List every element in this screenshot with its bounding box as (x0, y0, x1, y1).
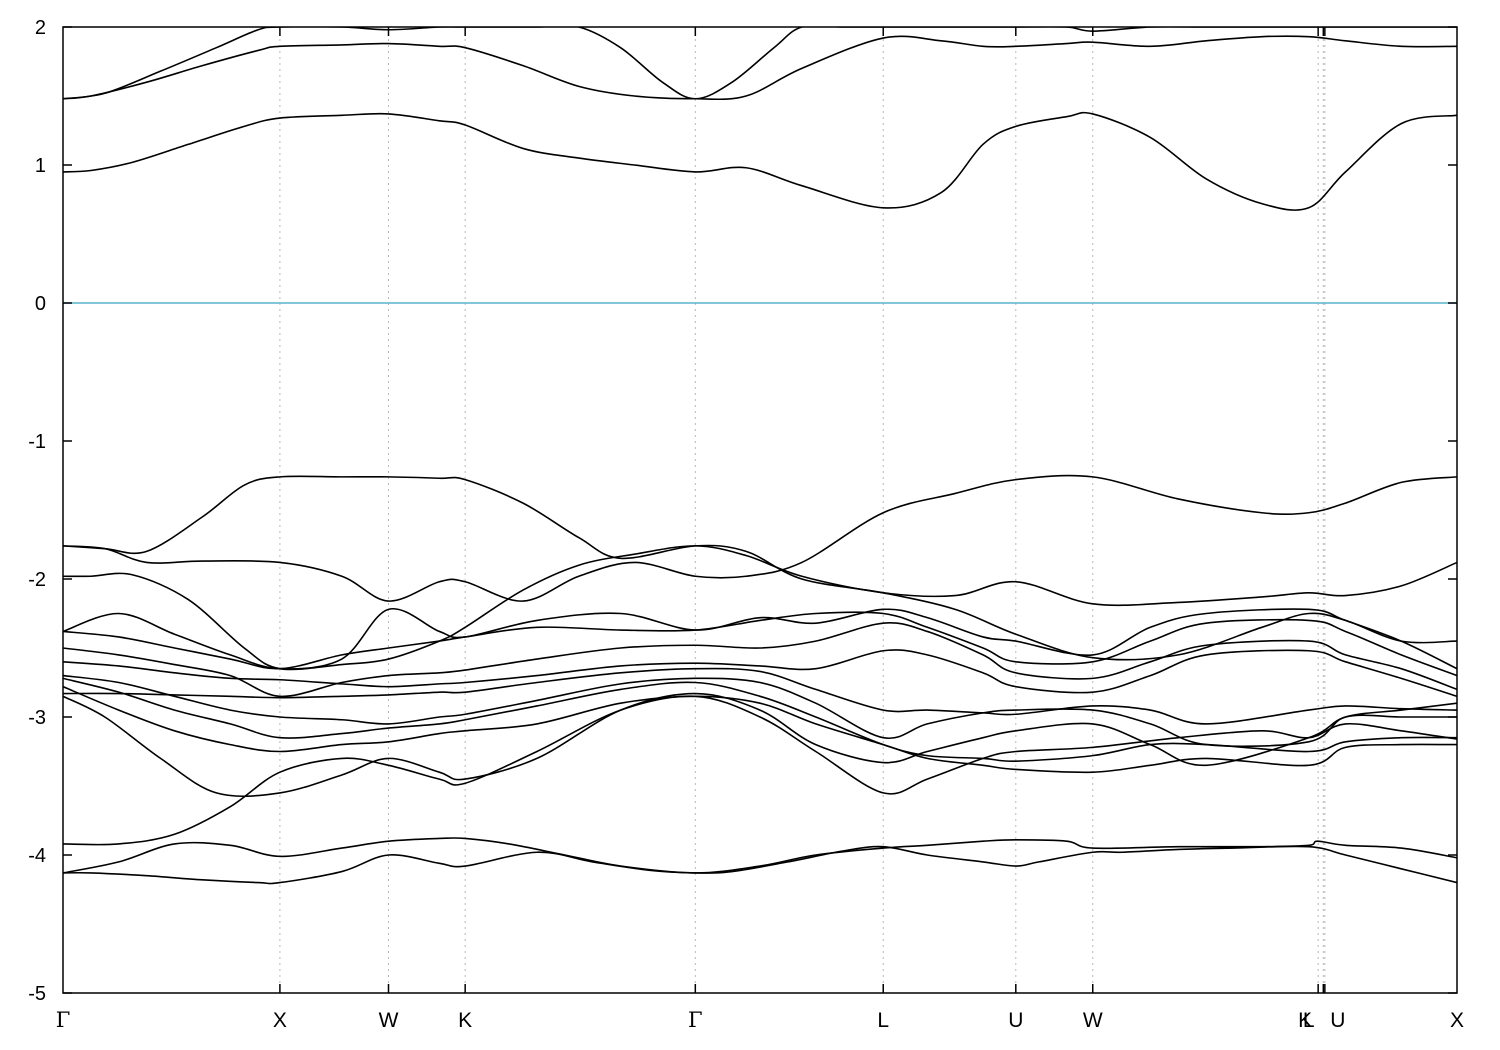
y-tick-label-6: 1 (35, 155, 46, 177)
y-tick-label-7: 2 (35, 17, 46, 39)
band-line-6 (63, 674, 1457, 748)
band-line-9 (63, 622, 1457, 698)
x-tick-label-9: K (1298, 1009, 1312, 1032)
x-tick-label-4: Γ (688, 1008, 703, 1032)
x-tick-label-10: U (1330, 1009, 1345, 1032)
x-tick-label-11: X (1450, 1009, 1464, 1032)
band-line-7 (63, 667, 1457, 725)
x-tick-label-5: L (877, 1009, 889, 1032)
x-tick-label-1: X (273, 1009, 287, 1032)
x-tick-label-6: U (1008, 1009, 1023, 1032)
x-tick-label-0: Γ (56, 1008, 71, 1032)
band-line-3 (63, 692, 1457, 798)
y-tick-label-4: -1 (28, 431, 46, 453)
band-line-14 (63, 475, 1457, 661)
y-tick-label-1: -4 (28, 845, 46, 867)
vertical-grid-lines (279, 27, 1326, 993)
band-line-15 (63, 111, 1457, 211)
y-tick-label-0: -5 (28, 983, 46, 1005)
x-tick-label-2: W (379, 1009, 399, 1032)
x-axis-ticks: Γ X W K Γ L U W LK U X (56, 27, 1464, 1032)
band-line-16 (63, 35, 1457, 101)
band-line-8 (63, 649, 1457, 698)
x-tick-label-7: W (1083, 1009, 1103, 1032)
x-tick-label-3: K (458, 1009, 472, 1032)
band-lines (63, 27, 1457, 885)
y-tick-label-3: -2 (28, 569, 46, 591)
band-line-4 (63, 685, 1457, 774)
band-line-13 (63, 474, 1457, 602)
band-line-2 (63, 695, 1457, 846)
y-tick-label-2: -3 (28, 707, 46, 729)
band-line-17 (63, 27, 1457, 100)
y-tick-label-5: 0 (35, 293, 46, 315)
band-line-11 (63, 608, 1457, 670)
x-tick-label-8: L (1303, 1009, 1315, 1032)
band-line-0 (63, 845, 1457, 885)
band-line-1 (63, 837, 1457, 874)
plot-frame (62, 26, 1458, 994)
y-axis-ticks: -5 -4 -3 -2 -1 0 1 2 (28, 17, 1457, 1005)
